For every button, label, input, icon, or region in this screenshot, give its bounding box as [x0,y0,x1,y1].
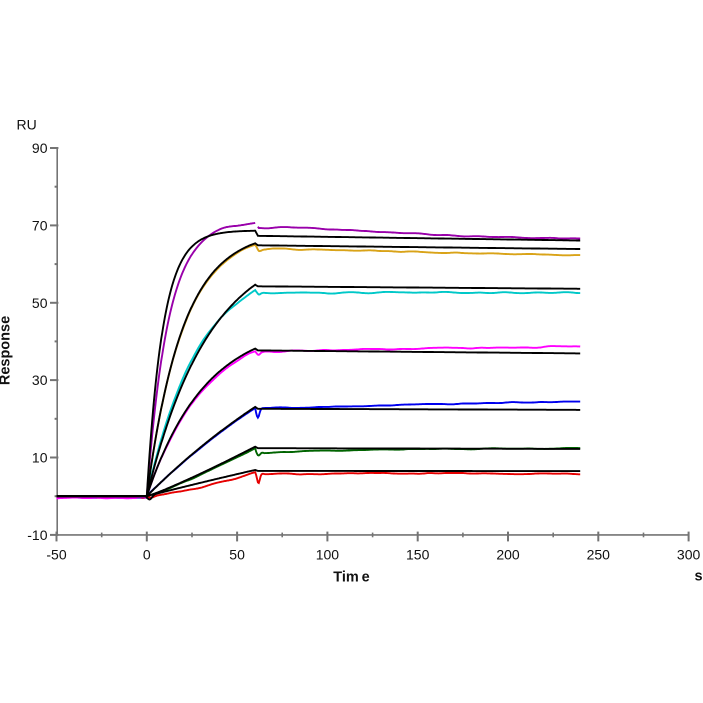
svg-text:30: 30 [32,372,48,388]
svg-text:Tim e: Tim e [333,570,369,586]
svg-text:100: 100 [316,547,340,563]
svg-text:50: 50 [32,295,48,311]
svg-text:0: 0 [143,547,151,563]
svg-text:200: 200 [496,547,520,563]
svg-text:150: 150 [406,547,430,563]
svg-text:-10: -10 [27,527,47,543]
svg-text:10: 10 [32,450,48,466]
svg-text:70: 70 [32,217,48,233]
svg-text:250: 250 [587,547,611,563]
svg-text:Response: Response [0,316,14,385]
svg-text:50: 50 [229,547,245,563]
svg-text:-50: -50 [46,547,66,563]
svg-text:90: 90 [32,140,48,156]
svg-text:300: 300 [677,547,701,563]
svg-text:s: s [694,569,702,585]
svg-text:RU: RU [17,117,37,133]
